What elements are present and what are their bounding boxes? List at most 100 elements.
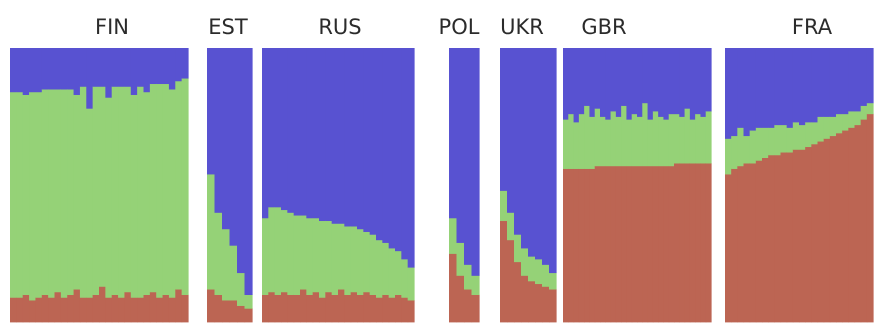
bar-pol-0-green <box>449 217 458 254</box>
bar-ukr-4-blue <box>528 48 536 257</box>
bar-gbr-20-green <box>668 113 675 167</box>
bar-gbr-6-red <box>594 165 601 323</box>
bar-fin-13-green <box>92 86 100 295</box>
bar-gbr-18-green <box>658 116 665 167</box>
bar-gbr-24-red <box>689 163 696 323</box>
bar-fin-23-blue <box>156 48 164 85</box>
bar-rus-14-green <box>350 226 358 293</box>
bar-gbr-1-green <box>568 113 575 169</box>
bar-gbr-25-red <box>695 163 702 323</box>
bar-fra-1-red <box>731 168 738 323</box>
bar-gbr-15-blue <box>642 48 649 104</box>
bar-rus-4-blue <box>287 48 295 213</box>
bar-fra-8-green <box>774 124 782 156</box>
bar-rus-17-blue <box>369 48 377 235</box>
bar-gbr-19-green <box>663 119 670 167</box>
bar-fra-7-green <box>768 127 775 156</box>
bar-fra-5-red <box>755 160 763 323</box>
bar-fin-8-red <box>60 297 68 323</box>
bar-fin-7-blue <box>54 48 62 90</box>
bar-rus-4-green <box>287 212 295 295</box>
bar-est-0-green <box>207 174 216 290</box>
bar-rus-20-green <box>388 248 396 298</box>
bar-fin-16-red <box>111 294 119 323</box>
bar-rus-21-green <box>395 250 402 295</box>
bar-fin-22-red <box>149 291 157 323</box>
bar-gbr-10-blue <box>615 48 622 117</box>
bar-gbr-13-red <box>631 165 638 323</box>
bar-fra-13-green <box>805 121 812 148</box>
bar-rus-10-blue <box>325 48 333 222</box>
bar-fra-3-blue <box>743 48 751 137</box>
bar-est-1-green <box>214 212 223 295</box>
bar-fin-10-red <box>73 289 81 323</box>
bar-gbr-17-red <box>652 165 659 323</box>
panel-label-gbr: GBR <box>581 15 626 39</box>
bar-ukr-3-green <box>521 248 529 276</box>
bar-rus-23-green <box>407 267 415 301</box>
panel-label-fin: FIN <box>95 15 129 39</box>
bar-fin-15-red <box>105 297 113 323</box>
bar-ukr-3-blue <box>521 48 529 249</box>
bar-gbr-25-blue <box>695 48 702 115</box>
bar-rus-16-red <box>363 291 371 323</box>
bar-ukr-6-red <box>542 286 550 323</box>
bar-rus-0-blue <box>262 48 269 219</box>
bar-gbr-11-green <box>621 105 628 167</box>
bar-fin-21-blue <box>143 48 151 93</box>
bar-rus-15-blue <box>357 48 364 230</box>
bar-gbr-14-green <box>637 116 643 167</box>
bar-gbr-10-green <box>615 116 622 167</box>
bar-fra-18-blue <box>836 48 843 115</box>
bar-fin-19-green <box>130 94 138 298</box>
bar-rus-16-blue <box>363 48 371 232</box>
bar-est-1-blue <box>214 48 223 213</box>
bar-gbr-16-blue <box>647 48 654 120</box>
bar-fin-1-red <box>16 297 24 323</box>
bar-gbr-8-blue <box>605 48 612 120</box>
bar-fin-2-blue <box>22 48 30 95</box>
bar-gbr-18-red <box>658 165 665 323</box>
bar-fin-18-green <box>124 86 132 293</box>
bar-fin-12-green <box>86 108 94 298</box>
bar-rus-17-red <box>369 294 377 323</box>
bar-gbr-3-blue <box>578 48 585 115</box>
bar-fra-8-blue <box>774 48 782 126</box>
bar-rus-6-green <box>300 215 307 290</box>
bar-ukr-7-blue <box>549 48 557 274</box>
bar-gbr-7-red <box>600 165 606 323</box>
bar-gbr-20-red <box>668 165 675 323</box>
bar-fin-27-red <box>181 294 189 323</box>
bar-fra-13-blue <box>805 48 812 123</box>
bar-fra-4-green <box>749 130 757 164</box>
bar-fin-3-blue <box>29 48 37 93</box>
bar-rus-18-green <box>376 239 383 298</box>
bar-rus-11-green <box>331 223 339 295</box>
bar-fin-5-red <box>41 294 49 323</box>
bar-rus-21-blue <box>395 48 402 252</box>
bar-rus-20-blue <box>388 48 396 249</box>
bar-gbr-2-blue <box>573 48 580 123</box>
bar-rus-6-red <box>300 289 307 323</box>
bar-ukr-1-red <box>507 239 515 323</box>
bar-gbr-14-red <box>637 165 643 323</box>
bar-gbr-5-blue <box>589 48 596 117</box>
bar-gbr-13-blue <box>631 48 638 115</box>
bar-fin-7-green <box>54 89 62 293</box>
bar-gbr-4-blue <box>584 48 591 106</box>
bar-gbr-5-green <box>589 116 596 169</box>
bar-fra-13-red <box>805 146 812 323</box>
bar-rus-12-green <box>338 223 345 290</box>
bar-gbr-19-red <box>663 165 670 323</box>
bar-gbr-20-blue <box>668 48 675 115</box>
bar-rus-12-red <box>338 289 345 323</box>
bar-est-3-green <box>229 245 238 301</box>
bar-rus-0-red <box>262 294 269 323</box>
bar-ukr-7-red <box>549 289 557 323</box>
panel-fra <box>725 48 874 323</box>
bar-est-4-green <box>237 272 246 306</box>
bar-fin-26-blue <box>175 48 183 82</box>
bar-est-5-green <box>244 294 253 309</box>
bar-fra-17-red <box>829 135 837 323</box>
